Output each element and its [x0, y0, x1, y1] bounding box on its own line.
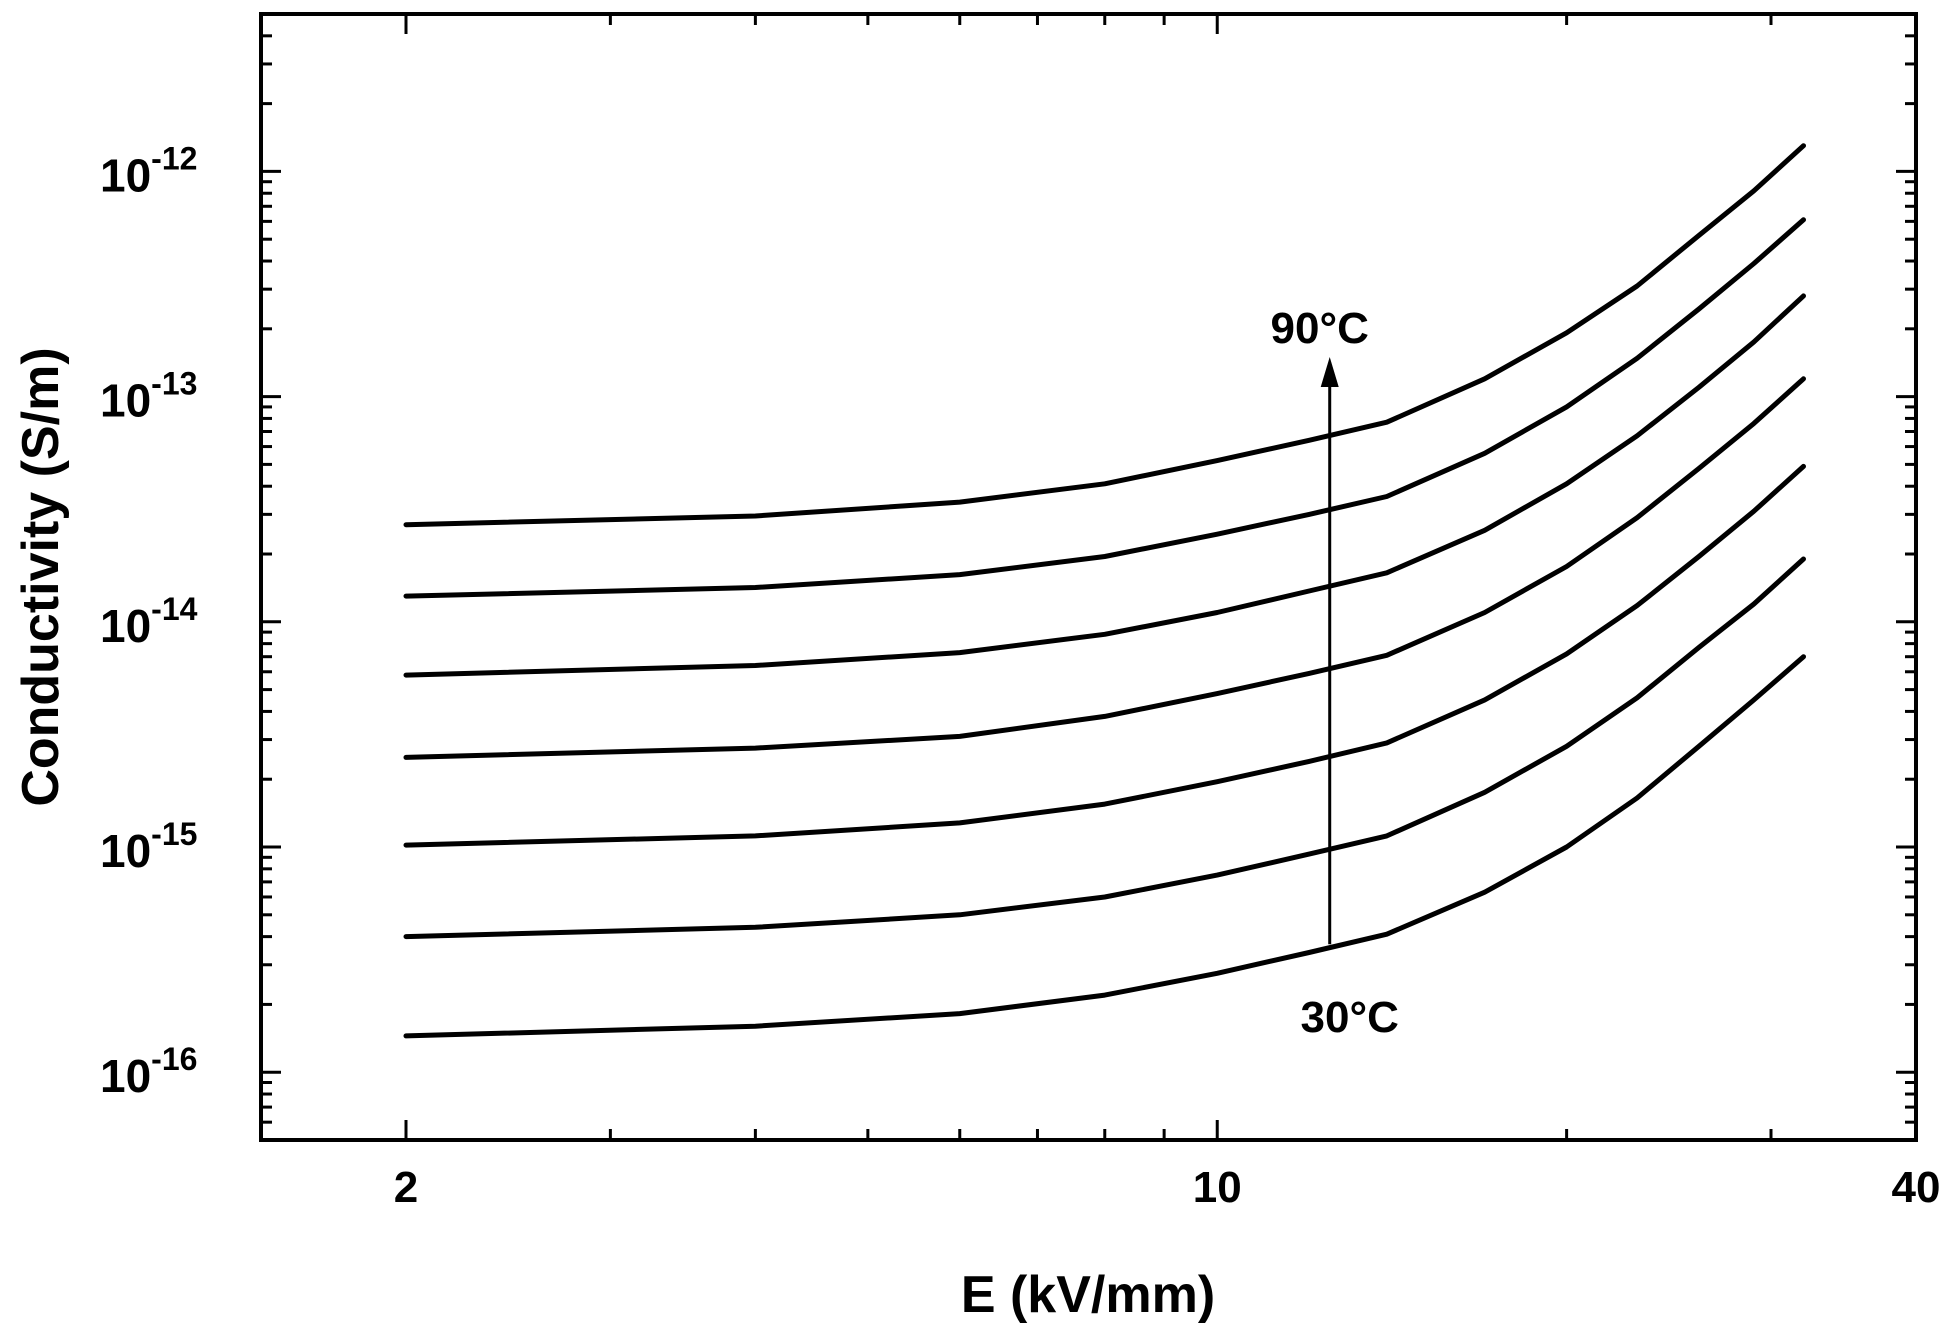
- y-tick-exponent: -15: [151, 816, 197, 852]
- annotation-top-label: 90°C: [1271, 304, 1369, 353]
- x-tick-label: 2: [394, 1163, 418, 1212]
- y-tick-label: 10-15: [100, 816, 197, 877]
- y-tick-base: 10: [100, 825, 151, 877]
- y-tick-label: 10-14: [100, 591, 198, 652]
- series-line-7: [403, 143, 1806, 528]
- x-tick-label: 10: [1193, 1163, 1242, 1212]
- curves-layer: [403, 143, 1806, 1039]
- y-tick-label: 10-16: [100, 1041, 197, 1102]
- series-line-4: [403, 376, 1806, 760]
- y-tick-label: 10-13: [100, 366, 197, 427]
- series-line-2: [403, 556, 1806, 940]
- series-line-5: [403, 293, 1806, 678]
- y-tick-base: 10: [100, 1050, 151, 1102]
- y-tick-base: 10: [100, 149, 151, 201]
- ticks-layer: [261, 12, 1918, 1142]
- y-tick-exponent: -12: [151, 140, 197, 176]
- series-line-1: [403, 654, 1806, 1039]
- y-tick-exponent: -16: [151, 1041, 197, 1077]
- series-line-6: [403, 217, 1806, 599]
- annotation-bottom-label: 30°C: [1301, 993, 1399, 1042]
- series-line-3: [403, 463, 1806, 848]
- y-tick-base: 10: [100, 375, 151, 427]
- y-axis-title: Conductivity (S/m): [12, 347, 70, 806]
- annotation-layer: 90°C 30°C: [1271, 304, 1399, 1042]
- temperature-arrow-head: [1320, 356, 1339, 387]
- plot-frame: [259, 12, 1918, 1142]
- x-axis-title: E (kV/mm): [961, 1266, 1215, 1324]
- y-tick-label: 10-12: [100, 140, 197, 201]
- y-tick-exponent: -13: [151, 366, 197, 402]
- y-tick-exponent: -14: [151, 591, 197, 627]
- x-tick-label: 40: [1892, 1163, 1941, 1212]
- y-tick-base: 10: [100, 600, 151, 652]
